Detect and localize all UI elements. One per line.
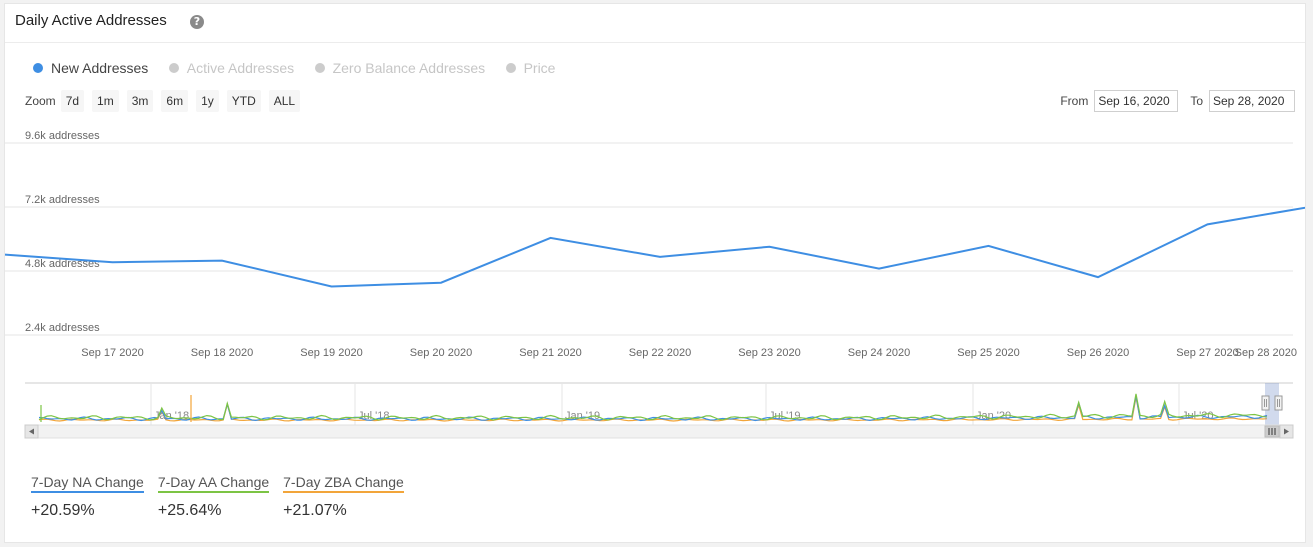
legend-label: Active Addresses <box>186 60 295 76</box>
x-tick-label: Sep 18 2020 <box>191 347 253 359</box>
x-tick-label: Sep 27 2020 <box>1176 347 1238 359</box>
daily-active-addresses-card: Daily Active Addresses ? New Addresses A… <box>4 3 1306 543</box>
zoom-button-all[interactable]: ALL <box>268 90 301 112</box>
y-tick-label: 9.6k addresses <box>25 130 100 142</box>
series-line-new-addresses <box>5 206 1305 288</box>
legend-item-new-addresses[interactable]: New Addresses <box>33 60 148 76</box>
x-tick-label: Sep 22 2020 <box>629 347 691 359</box>
to-date-input[interactable] <box>1209 90 1295 112</box>
x-tick-label: Sep 25 2020 <box>957 347 1019 359</box>
card-header: Daily Active Addresses ? <box>5 4 1305 43</box>
stat-label: 7-Day AA Change <box>157 474 270 493</box>
chevron-left-icon <box>29 428 34 435</box>
data-point <box>1097 276 1099 278</box>
legend-label: Zero Balance Addresses <box>332 60 486 76</box>
zoom-button-ytd[interactable]: YTD <box>226 90 261 112</box>
x-tick-label: Sep 21 2020 <box>519 347 581 359</box>
navigator-selection-window[interactable] <box>1265 383 1279 425</box>
data-point <box>769 246 770 248</box>
zoom-button-3m[interactable]: 3m <box>126 90 154 112</box>
data-point <box>659 256 661 258</box>
stat-zba-change: 7-Day ZBA Change +21.07% <box>283 474 404 520</box>
navigator-series-aa <box>38 393 1268 421</box>
zoom-button-6m[interactable]: 6m <box>161 90 189 112</box>
zoom-button-7d[interactable]: 7d <box>60 90 85 112</box>
chart-legend: New Addresses Active Addresses Zero Bala… <box>33 60 571 78</box>
x-tick-label: Sep 20 2020 <box>410 347 472 359</box>
x-tick-label: Sep 24 2020 <box>848 347 910 359</box>
x-tick-label: Sep 26 2020 <box>1067 347 1129 359</box>
zoom-button-1m[interactable]: 1m <box>92 90 119 112</box>
legend-label: New Addresses <box>51 60 149 76</box>
zoom-selector: Zoom 7d 1m 3m 6m 1y YTD ALL <box>25 90 308 112</box>
legend-dot-icon <box>33 63 43 73</box>
stat-aa-change: 7-Day AA Change +25.64% <box>157 474 270 520</box>
stats-row: 7-Day NA Change +20.59% 7-Day AA Change … <box>31 474 418 520</box>
card-title: Daily Active Addresses <box>15 12 167 29</box>
x-tick-label: Sep 17 2020 <box>81 347 143 359</box>
legend-dot-icon <box>505 63 516 73</box>
to-label: To <box>1190 94 1203 108</box>
from-date-input[interactable] <box>1094 90 1179 112</box>
data-point <box>221 260 223 262</box>
y-tick-label: 2.4k addresses <box>25 322 100 334</box>
y-tick-label: 7.2k addresses <box>25 194 100 206</box>
legend-dot-icon <box>314 63 325 73</box>
navigator-handle[interactable] <box>1261 395 1270 411</box>
stat-label: 7-Day NA Change <box>31 474 144 493</box>
legend-item-price[interactable]: Price <box>505 60 556 76</box>
x-tick-label: Sep 28 2020 <box>1235 347 1297 359</box>
data-point <box>112 261 113 263</box>
stat-label: 7-Day ZBA Change <box>283 474 404 493</box>
data-point <box>440 282 442 284</box>
x-tick-label: Sep 19 2020 <box>300 347 362 359</box>
stat-value: +20.59% <box>31 502 95 519</box>
data-point <box>878 268 880 270</box>
navigator-handle[interactable] <box>1274 395 1283 411</box>
date-range: From To <box>1060 90 1295 112</box>
stat-na-change: 7-Day NA Change +20.59% <box>31 474 144 520</box>
data-point <box>331 285 332 287</box>
stat-value: +21.07% <box>283 502 347 519</box>
zoom-label: Zoom <box>25 94 56 108</box>
legend-dot-icon <box>168 63 179 73</box>
data-point <box>550 237 551 239</box>
data-point <box>1207 223 1208 225</box>
legend-item-zero-balance-addresses[interactable]: Zero Balance Addresses <box>314 60 486 76</box>
legend-label: Price <box>523 60 556 76</box>
from-label: From <box>1060 94 1089 108</box>
legend-item-active-addresses[interactable]: Active Addresses <box>168 60 295 76</box>
chevron-right-icon <box>1284 428 1289 435</box>
navigator-scrollbar-track[interactable] <box>24 424 1294 439</box>
x-tick-label: Sep 23 2020 <box>738 347 800 359</box>
zoom-button-1y[interactable]: 1y <box>196 90 219 112</box>
stat-value: +25.64% <box>157 502 222 519</box>
data-point <box>988 245 989 247</box>
question-circle-icon[interactable]: ? <box>190 15 204 29</box>
